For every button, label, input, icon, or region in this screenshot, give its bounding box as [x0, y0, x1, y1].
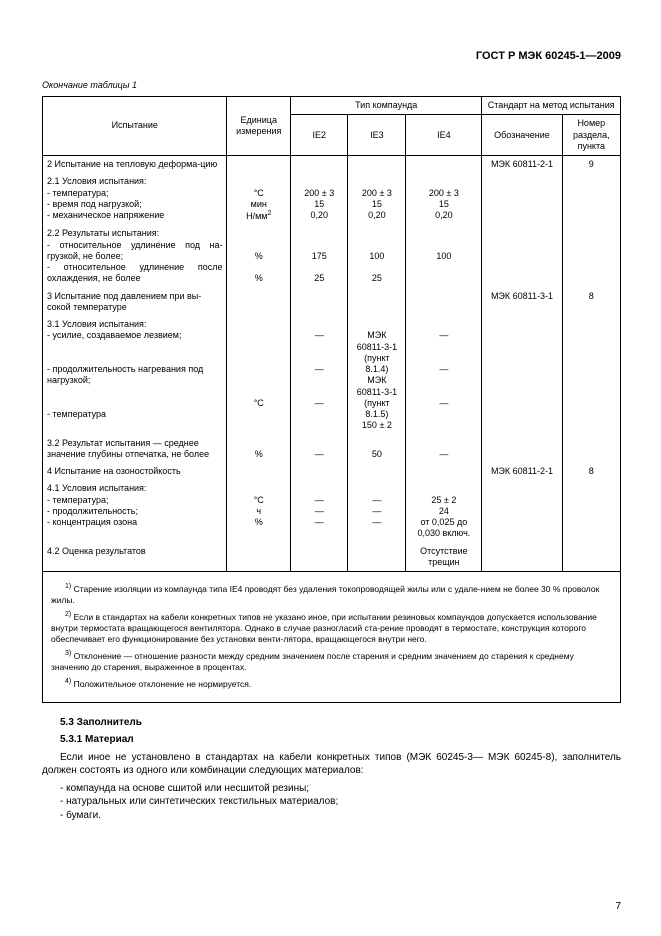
bullet-list: - компаунда на основе сшитой или несшито… [60, 782, 621, 823]
cell-unit: % [227, 435, 291, 464]
cell-num: 9 [562, 156, 620, 174]
table-row: 4.1 Условия испытания: - температура; - … [43, 480, 621, 542]
table-row: 3.2 Результат испытания — среднее значен… [43, 435, 621, 464]
cell-test: 2.1 Условия испытания: - температура; - … [43, 173, 227, 225]
cell-ie4: 100 [406, 225, 482, 287]
th-unit: Единица измерения [227, 97, 291, 156]
th-compound-group: Тип компаунда [291, 97, 482, 115]
cell-unit: °С [227, 316, 291, 435]
section-heading-531: 5.3.1 Материал [60, 734, 621, 745]
table-row: 2.1 Условия испытания: - температура; - … [43, 173, 621, 225]
th-ie3: IE3 [348, 115, 406, 156]
cell-ie2: 175 25 [291, 225, 348, 287]
table-footnotes: 1) Старение изоляции из компаунда типа I… [42, 572, 621, 703]
list-item: - натуральных или синтетических текстиль… [60, 795, 621, 809]
list-item: - компаунда на основе сшитой или несшито… [60, 782, 621, 796]
paragraph: Если иное не установлено в стандартах на… [42, 751, 621, 778]
cell-ie2: — — — [291, 316, 348, 435]
footnote-2: Если в стандартах на кабели конкретных т… [51, 612, 597, 644]
cell-unit: °Сч% [227, 480, 291, 542]
cell-ie4: Отсутствие трещин [406, 543, 482, 572]
cell-std: МЭК 60811-3-1 [482, 288, 562, 317]
cell-unit: % % [227, 225, 291, 287]
cell-test: 4.2 Оценка результатов [43, 543, 227, 572]
table-row: 2.2 Результаты испытания: - относительно… [43, 225, 621, 287]
table-row: 4.2 Оценка результатов Отсутствие трещин [43, 543, 621, 572]
cell-ie3: 100 25 [348, 225, 406, 287]
footnote-4: Положительное отклонение не нормируется. [71, 679, 251, 689]
th-section-no: Номер раздела, пункта [562, 115, 620, 156]
cell-std: МЭК 60811-2-1 [482, 156, 562, 174]
th-designation: Обозначение [482, 115, 562, 156]
cell-unit: °С мин Н/мм2 [227, 173, 291, 225]
cell-test: 3.1 Условия испытания: - усилие, создава… [43, 316, 227, 435]
cell-ie4: 25 ± 224от 0,025 до 0,030 включ. [406, 480, 482, 542]
cell-ie3: 50 [348, 435, 406, 464]
cell-std: МЭК 60811-2-1 [482, 463, 562, 480]
table-row: 3.1 Условия испытания: - усилие, создава… [43, 316, 621, 435]
cell-ie3: 200 ± 3150,20 [348, 173, 406, 225]
cell-test: 4.1 Условия испытания: - температура; - … [43, 480, 227, 542]
th-test: Испытание [43, 97, 227, 156]
cell-ie4: — — — [406, 316, 482, 435]
cell-test: 3.2 Результат испытания — среднее значен… [43, 435, 227, 464]
table-caption: Окончание таблицы 1 [42, 80, 621, 90]
table-row: 4 Испытание на озоностойкость МЭК 60811-… [43, 463, 621, 480]
cell-test: 4 Испытание на озоностойкость [43, 463, 227, 480]
cell-num: 8 [562, 288, 620, 317]
table-row: 2 Испытание на тепловую деформа-цию МЭК … [43, 156, 621, 174]
document-id: ГОСТ Р МЭК 60245-1—2009 [42, 50, 621, 62]
th-std-group: Стандарт на метод испытания [482, 97, 621, 115]
footnote-3: Отклонение — отношение разности между ср… [51, 651, 574, 672]
table-row: 3 Испытание под давлением при вы-сокой т… [43, 288, 621, 317]
section-heading-53: 5.3 Заполнитель [60, 717, 621, 728]
cell-test: 2 Испытание на тепловую деформа-цию [43, 156, 227, 174]
cell-num: 8 [562, 463, 620, 480]
cell-test: 2.2 Результаты испытания: - относительно… [43, 225, 227, 287]
footnote-1: Старение изоляции из компаунда типа IE4 … [51, 584, 599, 605]
cell-ie2: 200 ± 3150,20 [291, 173, 348, 225]
cell-ie3: МЭК 60811-3-1 (пункт 8.1.4) МЭК 60811-3-… [348, 316, 406, 435]
th-ie2: IE2 [291, 115, 348, 156]
specification-table: Испытание Единица измерения Тип компаунд… [42, 96, 621, 572]
cell-test: 3 Испытание под давлением при вы-сокой т… [43, 288, 227, 317]
th-ie4: IE4 [406, 115, 482, 156]
cell-ie4: 200 ± 3150,20 [406, 173, 482, 225]
page-number: 7 [615, 901, 621, 912]
list-item: - бумаги. [60, 809, 621, 823]
